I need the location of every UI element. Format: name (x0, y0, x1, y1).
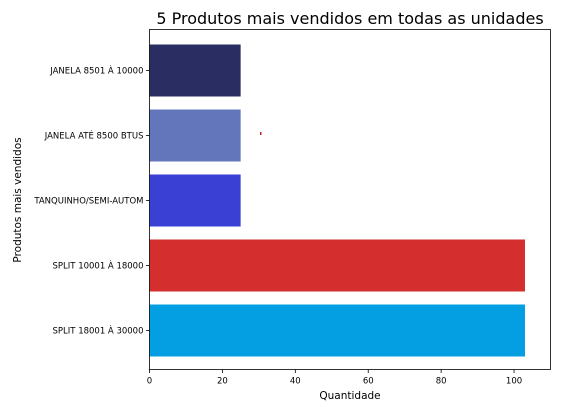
bar (149, 44, 241, 97)
y-axis-label: Produtos mais vendidos (12, 137, 24, 262)
bar (149, 304, 525, 357)
x-tick-label: 60 (363, 377, 374, 387)
y-tick-label: JANELA ATÉ 8500 BTUS (44, 130, 144, 142)
y-tick-label: SPLIT 18001 À 30000 (53, 325, 144, 337)
x-tick-label: 80 (436, 377, 447, 387)
plot-frame (149, 29, 551, 370)
y-tick-label: TANQUINHO/SEMI-AUTOM (33, 197, 143, 207)
bar (149, 239, 525, 292)
bars-group (149, 44, 525, 357)
x-tick-label: 20 (217, 377, 228, 387)
x-tick-label: 40 (290, 377, 301, 387)
bar (149, 174, 241, 227)
y-tick-label: SPLIT 10001 À 18000 (53, 260, 144, 272)
stray-mark (260, 132, 262, 135)
y-tick-label: JANELA 8501 À 10000 (49, 65, 143, 77)
y-axis-ticks: JANELA 8501 À 10000 JANELA ATÉ 8500 BTUS T… (33, 65, 150, 337)
x-axis-ticks: 0 20 40 60 80 100 (147, 369, 522, 387)
bar (149, 109, 241, 162)
chart-title: 5 Produtos mais vendidos em todas as uni… (156, 9, 543, 28)
x-tick-label: 0 (147, 377, 152, 387)
x-axis-label: Quantidade (319, 390, 380, 402)
x-tick-label: 100 (506, 377, 522, 387)
